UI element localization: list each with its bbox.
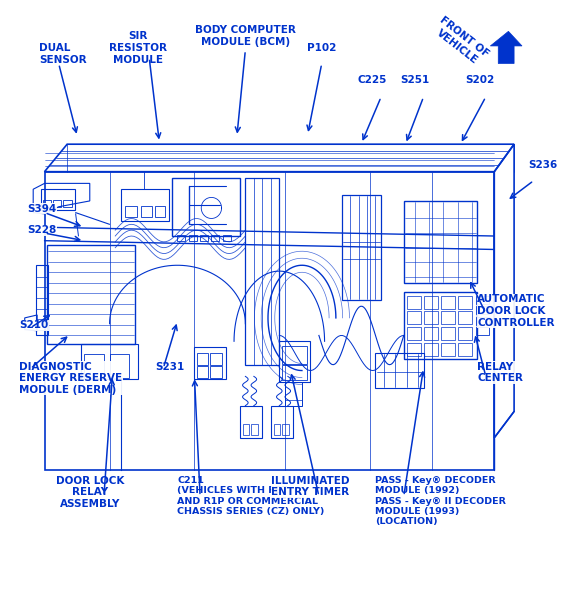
Bar	[457, 327, 472, 340]
Bar	[240, 406, 262, 438]
Bar	[282, 424, 289, 435]
Bar	[210, 366, 222, 378]
Bar	[47, 245, 135, 344]
Bar	[407, 312, 420, 325]
Text: S231: S231	[155, 362, 184, 372]
Bar	[211, 235, 219, 241]
Bar	[196, 366, 208, 378]
Bar	[285, 382, 302, 406]
Bar	[40, 189, 74, 210]
Bar	[43, 200, 51, 207]
Text: AUTOMATIC
DOOR LOCK
CONTROLLER: AUTOMATIC DOOR LOCK CONTROLLER	[478, 294, 555, 327]
Bar	[271, 406, 293, 438]
Bar	[141, 206, 152, 217]
Bar	[195, 347, 226, 379]
Text: C225: C225	[358, 75, 387, 85]
Bar	[457, 312, 472, 325]
Bar	[84, 354, 104, 378]
Bar	[63, 200, 71, 207]
Bar	[81, 344, 138, 379]
Text: S236: S236	[528, 160, 558, 170]
Bar	[476, 296, 488, 304]
Bar	[200, 235, 208, 241]
Text: SIR
RESISTOR
MODULE: SIR RESISTOR MODULE	[109, 31, 167, 65]
Bar	[282, 346, 307, 363]
Bar	[274, 424, 281, 435]
Bar	[407, 296, 420, 309]
Bar	[423, 343, 438, 356]
Text: FRONT OF
VEHICLE: FRONT OF VEHICLE	[430, 15, 490, 68]
Bar	[177, 235, 185, 241]
Bar	[155, 206, 165, 217]
Text: ILLUMINATED
ENTRY TIMER: ILLUMINATED ENTRY TIMER	[271, 476, 350, 497]
Bar	[476, 327, 488, 336]
Bar	[342, 195, 381, 300]
Text: DUAL
SENSOR: DUAL SENSOR	[39, 43, 86, 65]
Bar	[245, 177, 279, 365]
Bar	[476, 306, 488, 315]
Bar	[242, 424, 249, 435]
Bar	[376, 353, 423, 388]
Text: C211
(VEHICLES WITH FE7
AND R1P OR COMMERCIAL
CHASSIS SERIES (CZ) ONLY): C211 (VEHICLES WITH FE7 AND R1P OR COMME…	[177, 476, 325, 516]
Text: S251: S251	[400, 75, 430, 85]
Bar	[223, 235, 230, 241]
Bar	[210, 353, 222, 365]
Bar	[189, 235, 196, 241]
Text: DOOR LOCK
RELAY
ASSEMBLY: DOOR LOCK RELAY ASSEMBLY	[56, 476, 124, 509]
Bar	[423, 312, 438, 325]
Bar	[457, 343, 472, 356]
Bar	[121, 189, 169, 221]
Text: PASS - Key® DECODER
MODULE (1992)
PASS - Key® II DECODER
MODULE (1993)
(LOCATION: PASS - Key® DECODER MODULE (1992) PASS -…	[376, 476, 506, 527]
Bar	[423, 296, 438, 309]
Bar	[476, 317, 488, 325]
Bar	[404, 292, 478, 359]
Bar	[441, 343, 454, 356]
Text: RELAY
CENTER: RELAY CENTER	[478, 362, 523, 383]
Bar	[282, 365, 307, 380]
Bar	[279, 341, 310, 382]
Bar	[407, 343, 420, 356]
Text: BODY COMPUTER
MODULE (BCM): BODY COMPUTER MODULE (BCM)	[195, 25, 296, 47]
Bar	[172, 177, 240, 236]
Text: S202: S202	[465, 75, 495, 85]
Bar	[53, 200, 62, 207]
Text: S228: S228	[28, 226, 57, 236]
Bar	[441, 296, 454, 309]
Text: S210: S210	[19, 320, 48, 330]
Bar	[126, 206, 137, 217]
Bar	[196, 353, 208, 365]
Text: P102: P102	[307, 43, 336, 53]
Text: DIAGNOSTIC
ENERGY RESERVE
MODULE (DERM): DIAGNOSTIC ENERGY RESERVE MODULE (DERM)	[19, 362, 122, 395]
Bar	[36, 265, 48, 336]
Bar	[109, 354, 130, 378]
Bar	[457, 296, 472, 309]
Bar	[441, 312, 454, 325]
Text: S394: S394	[28, 204, 57, 214]
Bar	[404, 201, 478, 283]
Bar	[441, 327, 454, 340]
Polygon shape	[490, 31, 522, 64]
Bar	[251, 424, 258, 435]
Bar	[423, 327, 438, 340]
Bar	[407, 327, 420, 340]
